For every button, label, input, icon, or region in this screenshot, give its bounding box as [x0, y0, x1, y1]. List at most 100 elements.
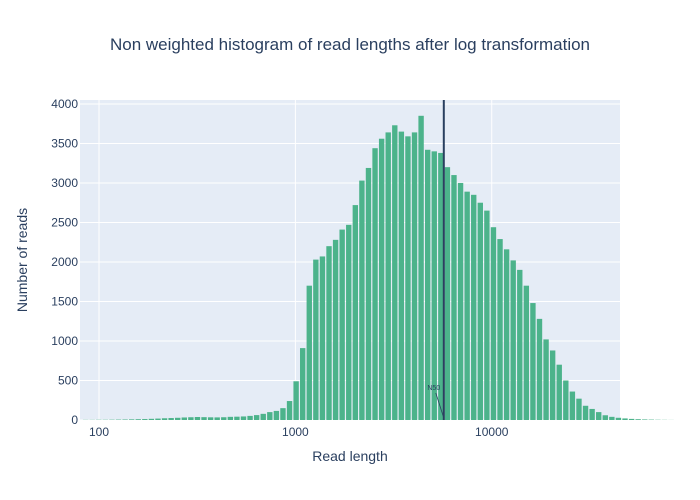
histogram-bar: [300, 348, 306, 420]
histogram-bar: [411, 132, 418, 420]
histogram-bar: [181, 417, 187, 420]
histogram-bar: [372, 148, 378, 421]
histogram-bar: [240, 416, 247, 420]
histogram-bar: [398, 131, 405, 421]
histogram-bar: [523, 285, 530, 420]
histogram-bar: [438, 152, 444, 420]
histogram-bar: [188, 417, 194, 420]
histogram-bar: [451, 175, 457, 420]
chart-title: Non weighted histogram of read lengths a…: [110, 35, 590, 54]
y-tick-label: 2000: [51, 255, 78, 269]
histogram-bar: [260, 413, 266, 420]
histogram-bar: [280, 408, 286, 420]
y-tick-label: 1500: [51, 294, 78, 308]
histogram-bar: [405, 136, 411, 420]
x-axis-ticks: 100 1000 10000: [89, 425, 509, 439]
histogram-bar: [642, 419, 648, 420]
histogram-bar: [615, 417, 622, 420]
histogram-bar: [602, 415, 608, 420]
histogram-bar: [464, 191, 470, 420]
bars: [82, 115, 674, 421]
n50-marker: N50: [427, 100, 445, 420]
histogram-bar: [221, 417, 227, 420]
y-tick-label: 500: [58, 373, 78, 387]
histogram-bar: [510, 260, 516, 420]
histogram-bar: [175, 417, 181, 420]
histogram-bar: [339, 229, 345, 420]
histogram-bar: [207, 417, 214, 420]
histogram-bar: [457, 182, 464, 420]
n50-annotation-arrow: [435, 392, 445, 419]
x-tick-label: 1000: [282, 425, 309, 439]
histogram-bar: [267, 412, 273, 420]
histogram-bar: [227, 416, 234, 420]
histogram-bar: [234, 416, 240, 420]
histogram-bar: [536, 318, 543, 420]
histogram-bar: [503, 249, 510, 420]
histogram-bar: [530, 303, 536, 420]
histogram-bar: [576, 398, 582, 420]
y-tick-label: 0: [71, 413, 78, 427]
histogram-bar: [517, 269, 523, 420]
histogram-bar: [596, 412, 602, 420]
histogram-bar: [563, 380, 569, 420]
histogram-bar: [609, 416, 615, 420]
histogram-bar: [477, 202, 483, 420]
histogram-bar: [306, 285, 312, 420]
x-tick-label: 10000: [475, 425, 509, 439]
histogram-bar: [253, 415, 260, 420]
histogram-bar: [214, 417, 220, 420]
histogram-bar: [142, 419, 148, 420]
histogram-bar: [247, 415, 253, 420]
histogram-bar: [128, 419, 135, 420]
histogram-bar: [582, 405, 589, 420]
histogram-bar: [352, 205, 359, 420]
histogram-bar: [286, 401, 293, 420]
histogram-bar: [628, 418, 635, 420]
histogram-bar: [431, 151, 437, 420]
n50-annotation-label: N50: [427, 385, 440, 392]
histogram-bar: [326, 246, 332, 420]
histogram-bar: [543, 339, 549, 420]
histogram-bar: [392, 125, 398, 421]
y-axis-ticks: 0 500 1000 1500 2000 2500 3000 3500 4000: [51, 97, 78, 427]
y-tick-label: 2500: [51, 215, 78, 229]
histogram-bar: [319, 256, 326, 420]
histogram-bar: [273, 410, 280, 420]
y-tick-label: 3000: [51, 176, 78, 190]
histogram-bar: [378, 138, 385, 420]
histogram-bar: [155, 418, 161, 420]
histogram-bar: [490, 227, 497, 420]
histogram-bar: [556, 364, 562, 420]
histogram-bar: [346, 224, 352, 420]
histogram-bar: [359, 180, 365, 420]
histogram-bar: [293, 381, 299, 420]
histogram-bar: [161, 418, 168, 420]
y-tick-label: 1000: [51, 334, 78, 348]
histogram-bar: [622, 418, 628, 420]
y-tick-label: 4000: [51, 97, 78, 111]
histogram-bar: [418, 115, 424, 421]
histogram-bar: [635, 419, 641, 420]
histogram-bar: [424, 149, 431, 420]
histogram-bar: [549, 350, 556, 420]
histogram-bar: [194, 416, 201, 420]
histogram-bar: [444, 167, 451, 420]
histogram-bar: [313, 259, 319, 420]
histogram-bar: [497, 239, 503, 420]
histogram-bar: [569, 391, 576, 420]
histogram-bar: [168, 418, 174, 420]
histogram-bar: [484, 210, 490, 420]
x-tick-label: 100: [89, 425, 109, 439]
histogram-bar: [135, 419, 141, 420]
histogram-bar: [385, 132, 391, 420]
histogram-bar: [365, 167, 372, 420]
histogram-bar: [589, 408, 595, 420]
y-tick-label: 3500: [51, 136, 78, 150]
histogram-bar: [201, 417, 207, 420]
histogram-bar: [471, 194, 477, 420]
histogram-bar: [148, 418, 155, 420]
y-axis-title: Number of reads: [14, 208, 30, 312]
histogram-bar: [332, 239, 339, 420]
